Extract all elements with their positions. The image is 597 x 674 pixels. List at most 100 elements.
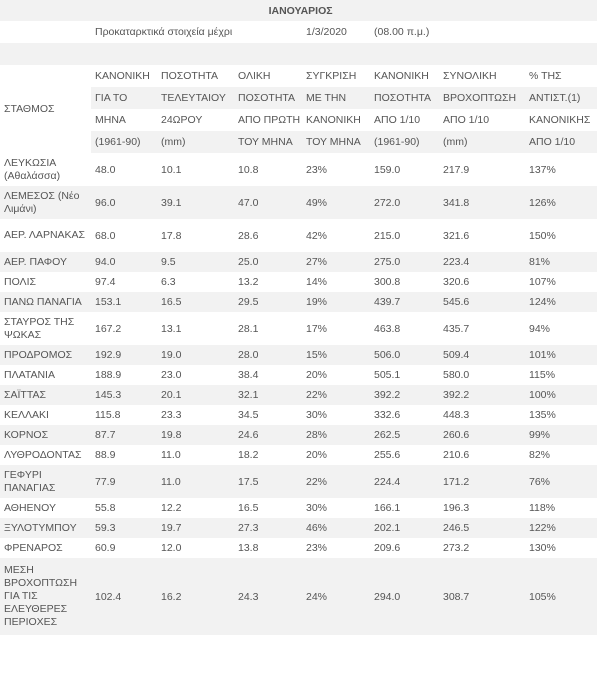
table-row: ΑΘΗΕΝΟΥ 55.8 12.2 16.5 30% 166.1 196.3 118% <box>0 498 597 518</box>
header-cell: ΓΙΑ ΤΟ <box>91 87 157 109</box>
value-cell: 439.7 <box>370 292 439 312</box>
header-cell: ΣΥΝΟΛΙΚΗ <box>439 65 525 87</box>
header-cell: ΤΕΛΕΥΤΑΙΟΥ <box>157 87 234 109</box>
header-cell: (1961-90) <box>91 131 157 153</box>
value-cell: 87.7 <box>91 425 157 445</box>
station-name: ΛΕΥΚΩΣΙΑ (Αθαλάσσα) <box>0 153 91 186</box>
value-cell: 49% <box>302 186 370 219</box>
value-cell: 17.5 <box>234 465 302 498</box>
table-row: ΠΡΟΔΡΟΜΟΣ 192.9 19.0 28.0 15% 506.0 509.4 101% <box>0 345 597 365</box>
value-cell: 30% <box>302 498 370 518</box>
value-cell: 294.0 <box>370 558 439 635</box>
value-cell: 150% <box>525 219 597 252</box>
value-cell: 28.6 <box>234 219 302 252</box>
station-name: ΑΕΡ. ΛΑΡΝΑΚΑΣ <box>0 219 91 252</box>
header-cell: ΑΠΟ 1/10 <box>525 131 597 153</box>
value-cell: 392.2 <box>439 385 525 405</box>
value-cell: 19% <box>302 292 370 312</box>
value-cell: 24.6 <box>234 425 302 445</box>
value-cell: 20.1 <box>157 385 234 405</box>
station-name: ΠΛΑΤΑΝΙΑ <box>0 365 91 385</box>
value-cell: 255.6 <box>370 445 439 465</box>
value-cell: 260.6 <box>439 425 525 445</box>
value-cell: 12.0 <box>157 538 234 558</box>
prelim-label: Προκαταρκτικά στοιχεία μέχρι <box>91 21 302 43</box>
value-cell: 25.0 <box>234 252 302 272</box>
value-cell: 28.0 <box>234 345 302 365</box>
header-cell: ΤΟΥ ΜΗΝΑ <box>302 131 370 153</box>
value-cell: 46% <box>302 518 370 538</box>
value-cell: 22% <box>302 385 370 405</box>
value-cell: 23.0 <box>157 365 234 385</box>
rainfall-table: ΙΑΝΟΥΑΡΙΟΣ Προκαταρκτικά στοιχεία μέχρι … <box>0 0 597 635</box>
value-cell: 47.0 <box>234 186 302 219</box>
value-cell: 224.4 <box>370 465 439 498</box>
station-name: ΞΥΛΟΤΥΜΠΟΥ <box>0 518 91 538</box>
value-cell: 10.8 <box>234 153 302 186</box>
value-cell: 19.0 <box>157 345 234 365</box>
value-cell: 24.3 <box>234 558 302 635</box>
value-cell: 505.1 <box>370 365 439 385</box>
value-cell: 17.8 <box>157 219 234 252</box>
value-cell: 272.0 <box>370 186 439 219</box>
station-name: ΛΥΘΡΟΔΟΝΤΑΣ <box>0 445 91 465</box>
value-cell: 11.0 <box>157 465 234 498</box>
value-cell: 215.0 <box>370 219 439 252</box>
value-cell: 16.5 <box>234 498 302 518</box>
value-cell: 22% <box>302 465 370 498</box>
header-cell: ΤΟΥ ΜΗΝΑ <box>234 131 302 153</box>
value-cell: 463.8 <box>370 312 439 345</box>
value-cell: 275.0 <box>370 252 439 272</box>
value-cell: 29.5 <box>234 292 302 312</box>
value-cell: 300.8 <box>370 272 439 292</box>
station-name: ΓΕΦΥΡΙ ΠΑΝΑΓΙΑΣ <box>0 465 91 498</box>
header-row-3: ΜΗΝΑ 24ΩΡΟΥ ΑΠΟ ΠΡΩΤΗ ΚΑΝΟΝΙΚΗ ΑΠΟ 1/10 … <box>0 109 597 131</box>
value-cell: 196.3 <box>439 498 525 518</box>
value-cell: 12.2 <box>157 498 234 518</box>
value-cell: 19.7 <box>157 518 234 538</box>
header-cell: ΠΟΣΟΤΗΤΑ <box>370 87 439 109</box>
value-cell: 16.5 <box>157 292 234 312</box>
value-cell: 11.0 <box>157 445 234 465</box>
header-cell: (mm) <box>157 131 234 153</box>
value-cell: 210.6 <box>439 445 525 465</box>
value-cell: 135% <box>525 405 597 425</box>
value-cell: 13.1 <box>157 312 234 345</box>
header-row-2: ΓΙΑ ΤΟ ΤΕΛΕΥΤΑΙΟΥ ΠΟΣΟΤΗΤΑ ΜΕ ΤΗΝ ΠΟΣΟΤΗ… <box>0 87 597 109</box>
value-cell: 39.1 <box>157 186 234 219</box>
value-cell: 545.6 <box>439 292 525 312</box>
value-cell: 23% <box>302 538 370 558</box>
header-cell: ΚΑΝΟΝΙΚΗΣ <box>525 109 597 131</box>
value-cell: 209.6 <box>370 538 439 558</box>
value-cell: 42% <box>302 219 370 252</box>
table-row: ΑΕΡ. ΠΑΦΟΥ 94.0 9.5 25.0 27% 275.0 223.4 81% <box>0 252 597 272</box>
value-cell: 18.2 <box>234 445 302 465</box>
value-cell: 137% <box>525 153 597 186</box>
value-cell: 96.0 <box>91 186 157 219</box>
value-cell: 81% <box>525 252 597 272</box>
table-row: ΠΑΝΩ ΠΑΝΑΓΙΑ 153.1 16.5 29.5 19% 439.7 545.6 12… <box>0 292 597 312</box>
table-row: ΓΕΦΥΡΙ ΠΑΝΑΓΙΑΣ 77.9 11.0 17.5 22% 224.4 171.2… <box>0 465 597 498</box>
value-cell: 13.2 <box>234 272 302 292</box>
value-cell: 223.4 <box>439 252 525 272</box>
value-cell: 122% <box>525 518 597 538</box>
station-name: ΚΕΛΛΑΚΙ <box>0 405 91 425</box>
value-cell: 20% <box>302 445 370 465</box>
value-cell: 76% <box>525 465 597 498</box>
spacer-row <box>0 43 597 65</box>
value-cell: 392.2 <box>370 385 439 405</box>
table-row: ΠΟΛΙΣ 97.4 6.3 13.2 14% 300.8 320.6 107% <box>0 272 597 292</box>
table-row: ΣΑΪΤΤΑΣ 145.3 20.1 32.1 22% 392.2 392.2 100% <box>0 385 597 405</box>
table-row: ΞΥΛΟΤΥΜΠΟΥ 59.3 19.7 27.3 46% 202.1 246.5 122% <box>0 518 597 538</box>
value-cell: 14% <box>302 272 370 292</box>
value-cell: 153.1 <box>91 292 157 312</box>
station-column-header: ΣΤΑΘΜΟΣ <box>0 65 91 153</box>
header-cell: 24ΩΡΟΥ <box>157 109 234 131</box>
header-cell: ΠΟΣΟΤΗΤΑ <box>157 65 234 87</box>
header-row-1: ΣΤΑΘΜΟΣ ΚΑΝΟΝΙΚΗ ΠΟΣΟΤΗΤΑ ΟΛΙΚΗ ΣΥΓΚΡΙΣΗ… <box>0 65 597 153</box>
value-cell: 68.0 <box>91 219 157 252</box>
station-name: ΑΘΗΕΝΟΥ <box>0 498 91 518</box>
header-cell: (1961-90) <box>370 131 439 153</box>
value-cell: 48.0 <box>91 153 157 186</box>
value-cell: 332.6 <box>370 405 439 425</box>
